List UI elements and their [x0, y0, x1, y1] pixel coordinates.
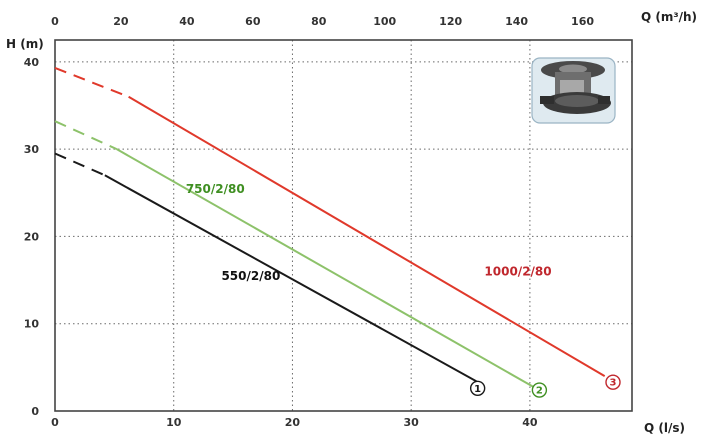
- x-tick-top-label: 120: [439, 15, 462, 28]
- curve-marker-circle: [531, 382, 548, 398]
- x-tick-bottom-label: 20: [285, 416, 301, 429]
- x-tick-top-label: 60: [245, 15, 261, 28]
- series-dashed-segment: [54, 152, 106, 177]
- y-tick-label: 20: [24, 230, 40, 243]
- series-dashed-segment: [54, 120, 118, 151]
- series-label: 550/2/80: [221, 269, 280, 283]
- x-tick-bottom-label: 10: [166, 416, 182, 429]
- x-tick-top-label: 140: [505, 15, 528, 28]
- pump-product-image: [531, 57, 616, 124]
- series-labels: 550/2/80 750/2/80 1000/2/80: [186, 182, 552, 283]
- series-line: [116, 148, 537, 390]
- x-tick-top-label: 160: [571, 15, 594, 28]
- curve-marker-label: 2: [536, 386, 543, 397]
- y-axis-title: H (m): [6, 37, 44, 51]
- y-tick-label: 10: [24, 318, 40, 331]
- y-tick-label: 30: [24, 143, 40, 156]
- series-label: 750/2/80: [186, 182, 245, 196]
- x-tick-bottom-label: 30: [404, 416, 420, 429]
- series-label: 1000/2/80: [484, 265, 551, 279]
- series-lines: [54, 67, 606, 390]
- series-line: [104, 174, 477, 383]
- x-tick-top-label: 0: [51, 15, 59, 28]
- series-dashed-segment: [54, 67, 129, 98]
- curve-marker: 2: [531, 382, 548, 398]
- x-axis-bottom-title: Q (l/s): [644, 421, 685, 435]
- y-tick-label: 40: [24, 56, 40, 69]
- curve-markers: 1 2 3: [469, 374, 621, 398]
- curve-marker-label: 3: [610, 378, 617, 389]
- plot-frame: [54, 39, 633, 412]
- grid: [55, 40, 632, 411]
- x-tick-bottom-label: 0: [51, 416, 59, 429]
- x-axis-top-title: Q (m³/h): [641, 10, 697, 24]
- axis-ticks: 0 10 20 30 40 0 10 20 30 40 0 20 40 60 80 100 120 140 160: [24, 15, 595, 429]
- curve-marker-label: 1: [474, 384, 481, 395]
- x-tick-top-label: 100: [373, 15, 396, 28]
- x-tick-top-label: 40: [179, 15, 195, 28]
- curve-marker: 3: [605, 374, 621, 390]
- x-tick-top-label: 80: [311, 15, 327, 28]
- curve-marker-circle: [605, 374, 621, 390]
- curve-marker: 1: [469, 380, 486, 397]
- series-line: [128, 95, 606, 377]
- y-tick-label: 0: [31, 405, 39, 418]
- curve-marker-circle: [469, 380, 486, 397]
- x-tick-bottom-label: 40: [522, 416, 538, 429]
- x-tick-top-label: 20: [113, 15, 129, 28]
